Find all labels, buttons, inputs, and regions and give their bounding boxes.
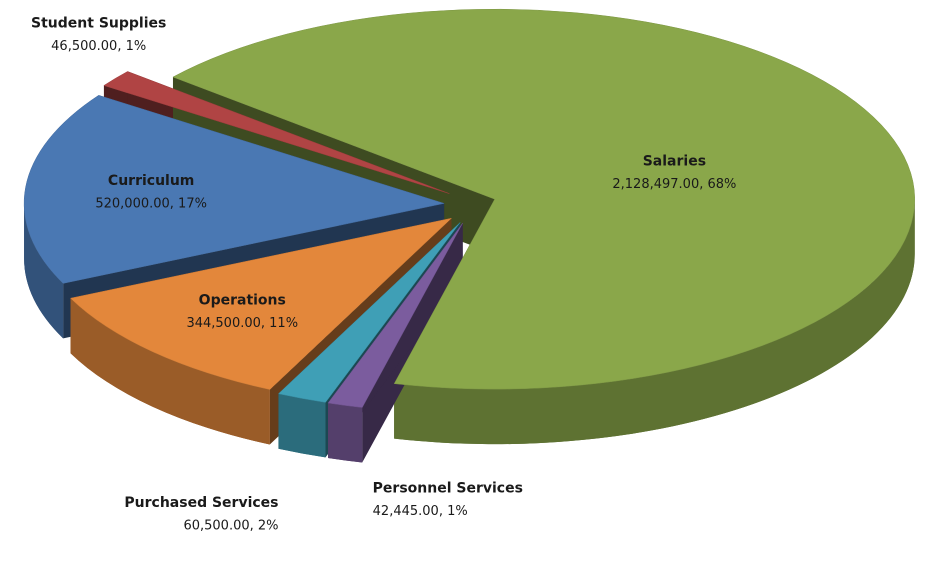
slice-outer-wall — [328, 403, 363, 463]
pie-slice — [23, 95, 446, 284]
slice-outer-wall — [24, 203, 64, 339]
slice-label-value: 520,000.00, 17% — [95, 197, 207, 212]
slice-label-value: 42,445.00, 1% — [373, 504, 468, 519]
slice-label-name: Operations — [199, 293, 286, 309]
slice-outer-wall — [70, 298, 270, 445]
slice-label-name: Purchased Services — [124, 495, 278, 511]
pie-slice — [277, 222, 461, 403]
slice-outer-wall — [394, 199, 915, 445]
pie-slice — [70, 217, 453, 390]
pie-slice — [172, 8, 915, 390]
slice-label-name: Personnel Services — [373, 481, 523, 497]
slice-label-name: Student Supplies — [31, 16, 166, 32]
pie-slice — [327, 222, 463, 408]
slice-label-value: 60,500.00, 2% — [183, 519, 278, 534]
pie-slice — [103, 71, 450, 194]
slice-label-value: 46,500.00, 1% — [51, 39, 146, 54]
slice-label-value: 2,128,497.00, 68% — [612, 177, 736, 192]
slice-outer-wall — [278, 393, 326, 458]
slice-label-name: Salaries — [643, 154, 706, 170]
slice-label-value: 344,500.00, 11% — [186, 316, 298, 331]
slice-label-name: Curriculum — [108, 173, 194, 189]
